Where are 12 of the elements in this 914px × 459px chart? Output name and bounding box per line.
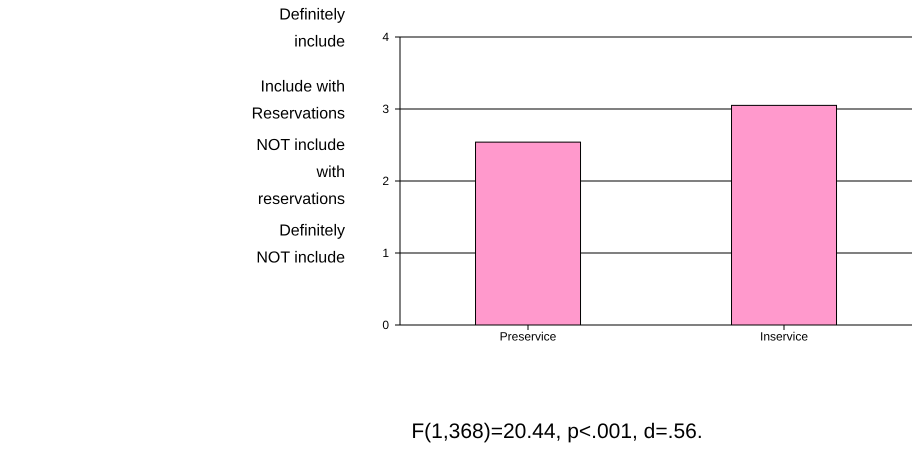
y-tick-label: 4 [382, 30, 390, 44]
x-tick-label: Preservice [500, 330, 557, 344]
y-tick-label: 2 [382, 174, 390, 188]
y-tick-label: 3 [382, 102, 390, 116]
text: Definitely include [279, 6, 346, 50]
y-tick-label: 0 [382, 318, 390, 332]
x-tick-label: Inservice [760, 330, 808, 344]
text: Include with Reservations [252, 78, 345, 122]
text: F(1,368)=20.44, p<.001, d=.56. [410, 420, 704, 444]
text: Definitely NOT include [256, 222, 346, 266]
text: NOT include with reservations [256, 137, 346, 208]
y-tick-label: 1 [382, 246, 390, 260]
